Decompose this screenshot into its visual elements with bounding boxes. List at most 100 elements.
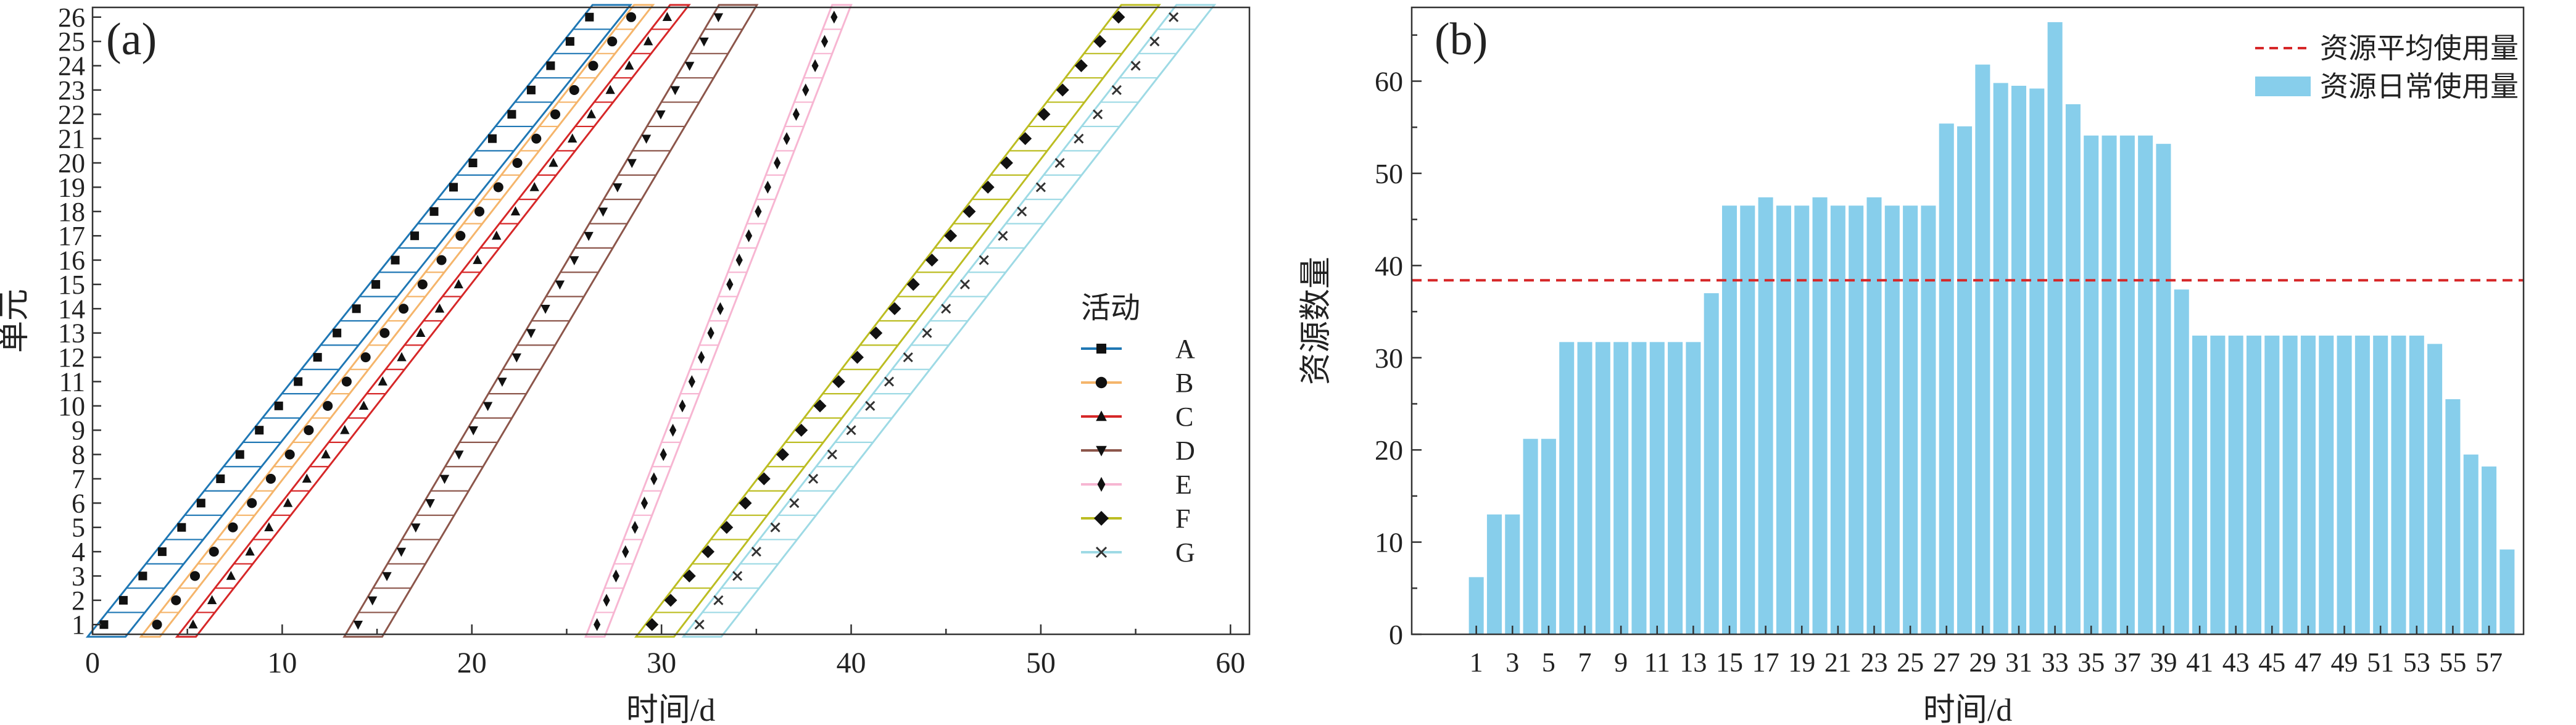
x-tick-label: 37	[2114, 647, 2141, 677]
series-F-point	[850, 350, 864, 364]
series-E-point	[669, 423, 677, 437]
series-E-point	[802, 83, 810, 97]
series-B-point	[228, 522, 238, 532]
y-tick-label: 19	[58, 172, 85, 202]
series-A-band	[85, 4, 632, 638]
y-tick-label: 11	[59, 367, 85, 397]
series-G-point	[1168, 12, 1179, 22]
series-G-point	[1149, 36, 1160, 47]
x-tick-label: 7	[1578, 647, 1592, 677]
bar-day-19	[1794, 205, 1810, 634]
legend-a-label: F	[1175, 503, 1190, 534]
series-G-point	[922, 328, 932, 338]
legend-a-item-G: G	[1081, 537, 1195, 568]
series-B-point	[360, 352, 371, 363]
y-tick-label: 9	[72, 415, 85, 445]
panel-b-bar-chart: 1 3 5 7 9 11 13 15 17 19 21 23 25 27 29 31 33 35 37 39 41 43 4…	[1299, 6, 2525, 725]
series-C-point	[510, 206, 521, 216]
bar-day-49	[2337, 335, 2352, 634]
series-G-point	[770, 522, 781, 532]
series-B-band	[139, 4, 655, 638]
series-A-point	[391, 255, 400, 265]
bar-day-53	[2409, 335, 2424, 634]
y-tick-label: 20	[58, 148, 85, 178]
series-C-band	[175, 4, 691, 638]
legend-a-marker	[1097, 477, 1106, 492]
x-tick-label: 51	[2367, 647, 2394, 677]
bar-day-57	[2482, 466, 2497, 634]
series-C-point	[605, 85, 615, 94]
x-tick-label: 0	[85, 647, 100, 679]
x-tick-label: 39	[2150, 647, 2177, 677]
series-A-point	[526, 85, 536, 94]
legend-a-label: C	[1175, 402, 1193, 432]
bar-day-25	[1903, 205, 1918, 634]
series-G-point	[1130, 60, 1141, 71]
series-D-point	[411, 523, 421, 533]
series-D-point	[555, 280, 565, 290]
x-tick-label: 49	[2331, 647, 2358, 677]
y-tick-label: 4	[72, 537, 85, 567]
series-F-point	[1093, 35, 1107, 48]
series-E-point	[774, 156, 781, 170]
series-E-point	[811, 59, 819, 73]
series-D-point	[713, 13, 724, 23]
series-F-point	[1112, 10, 1125, 24]
x-tick-label: 43	[2222, 647, 2250, 677]
series-F-point	[645, 618, 659, 631]
series-D-point	[540, 305, 550, 314]
series-A-point	[177, 523, 186, 532]
series-E-point	[745, 229, 753, 242]
y-tick-label: 16	[58, 246, 85, 276]
series-A-point	[118, 595, 128, 605]
series-G-point	[1074, 133, 1084, 144]
series-G-point	[1111, 85, 1122, 95]
bar-day-3	[1505, 514, 1520, 634]
x-tick-label: 40	[837, 647, 866, 679]
series-A-point	[410, 231, 420, 241]
panel-b-y-axis-title: 资源数量	[1299, 257, 1334, 385]
bar-day-41	[2192, 335, 2208, 634]
bar-day-43	[2228, 335, 2243, 634]
series-F-point	[906, 278, 920, 291]
bar-day-39	[2156, 144, 2171, 635]
series-B-point	[265, 473, 276, 484]
series-E-point	[612, 569, 619, 582]
bar-day-17	[1758, 197, 1773, 635]
series-F-point	[888, 302, 901, 315]
series-E-point	[594, 618, 601, 631]
bar-day-27	[1939, 123, 1954, 635]
panel-a-label: (a)	[106, 14, 157, 65]
y-tick-label: 26	[58, 2, 85, 33]
series-G-point	[1054, 157, 1065, 168]
y-tick-label: 5	[72, 513, 85, 543]
x-tick-label: 25	[1897, 647, 1924, 677]
series-F-point	[682, 569, 696, 582]
legend-a-marker	[1095, 376, 1108, 389]
bar-day-10	[1631, 342, 1647, 634]
bar-day-21	[1830, 205, 1845, 634]
bar-day-31	[2011, 86, 2026, 634]
series-E-point	[688, 375, 695, 388]
series-F-point	[702, 545, 714, 558]
series-C-point	[245, 546, 255, 556]
bar-day-47	[2300, 335, 2316, 634]
series-B-point	[399, 304, 409, 314]
bar-day-36	[2102, 135, 2117, 634]
series-F	[634, 4, 1161, 638]
panel-a-frame	[91, 6, 1251, 636]
series-C-point	[643, 36, 653, 46]
x-tick-label: 3	[1505, 647, 1519, 677]
series-B-point	[531, 133, 542, 144]
bar-day-54	[2427, 344, 2443, 634]
series-C-point	[264, 522, 274, 532]
series-G-point	[1017, 206, 1027, 217]
series-A-point	[546, 61, 555, 70]
series-C-point	[378, 376, 387, 386]
series-G-point	[998, 231, 1008, 241]
bar-day-52	[2391, 335, 2406, 634]
x-tick-label: 29	[1969, 647, 1996, 677]
x-tick-label: 55	[2439, 647, 2466, 677]
bar-day-58	[2499, 549, 2515, 634]
